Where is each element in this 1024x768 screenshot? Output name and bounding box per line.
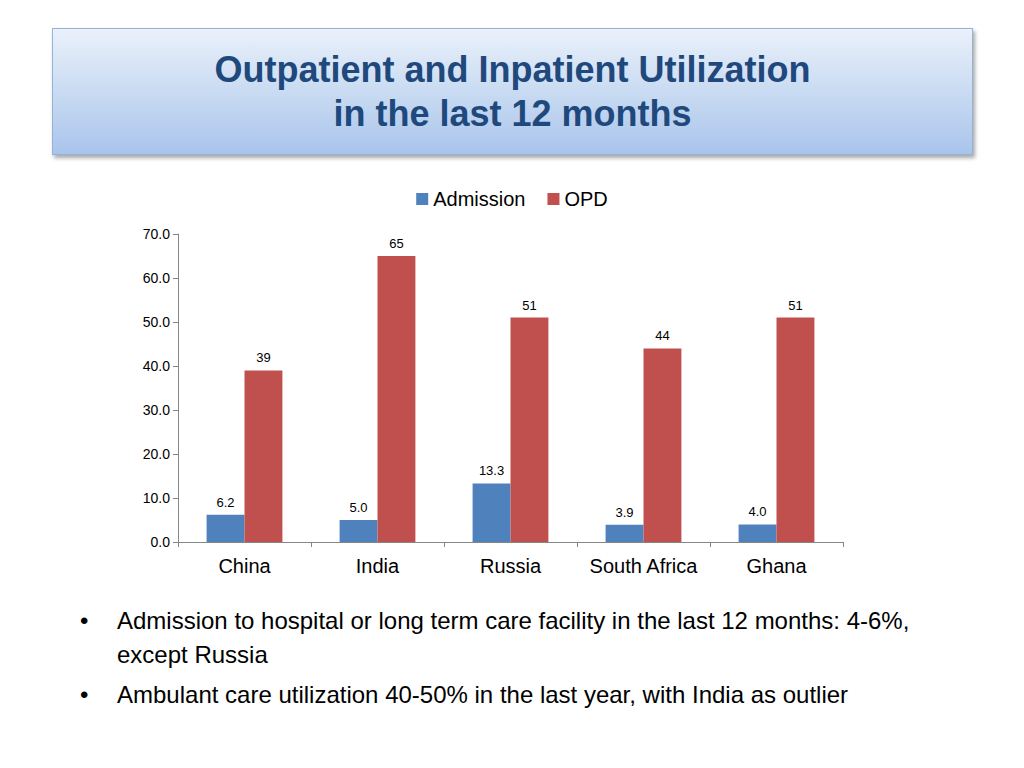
svg-text:Russia: Russia	[480, 555, 542, 577]
svg-text:20.0: 20.0	[143, 446, 170, 462]
svg-text:13.3: 13.3	[479, 463, 504, 478]
svg-text:3.9: 3.9	[616, 505, 634, 520]
svg-text:6.2: 6.2	[217, 495, 235, 510]
html-text:Ambulant care utilization 40-5: Ambulant care utilization 40-50% in the …	[117, 681, 849, 708]
svg-text:4.0: 4.0	[749, 504, 767, 519]
svg-text:South Africa: South Africa	[590, 555, 699, 577]
svg-text:44: 44	[655, 328, 669, 343]
svg-text:OPD: OPD	[564, 188, 607, 210]
svg-text:Ghana: Ghana	[746, 555, 807, 577]
svg-text:70.0: 70.0	[143, 226, 170, 242]
svg-text:51: 51	[522, 298, 536, 313]
svg-text:Admission: Admission	[433, 188, 525, 210]
svg-text:0.0: 0.0	[151, 534, 171, 550]
svg-text:51: 51	[788, 298, 802, 313]
svg-text:39: 39	[256, 350, 270, 365]
svg-text:60.0: 60.0	[143, 270, 170, 286]
svg-text:India: India	[356, 555, 400, 577]
svg-text:5.0: 5.0	[350, 500, 368, 515]
svg-text:30.0: 30.0	[143, 402, 170, 418]
svg-text:40.0: 40.0	[143, 358, 170, 374]
html-text:Admission to hospital or long: Admission to hospital or long term care …	[117, 607, 910, 668]
svg-text:65: 65	[389, 236, 403, 251]
svg-text:10.0: 10.0	[143, 490, 170, 506]
svg-text:50.0: 50.0	[143, 314, 170, 330]
svg-text:China: China	[218, 555, 271, 577]
html-text:Outpatient and Inpatient Utili: Outpatient and Inpatient Utilization in …	[214, 48, 811, 134]
